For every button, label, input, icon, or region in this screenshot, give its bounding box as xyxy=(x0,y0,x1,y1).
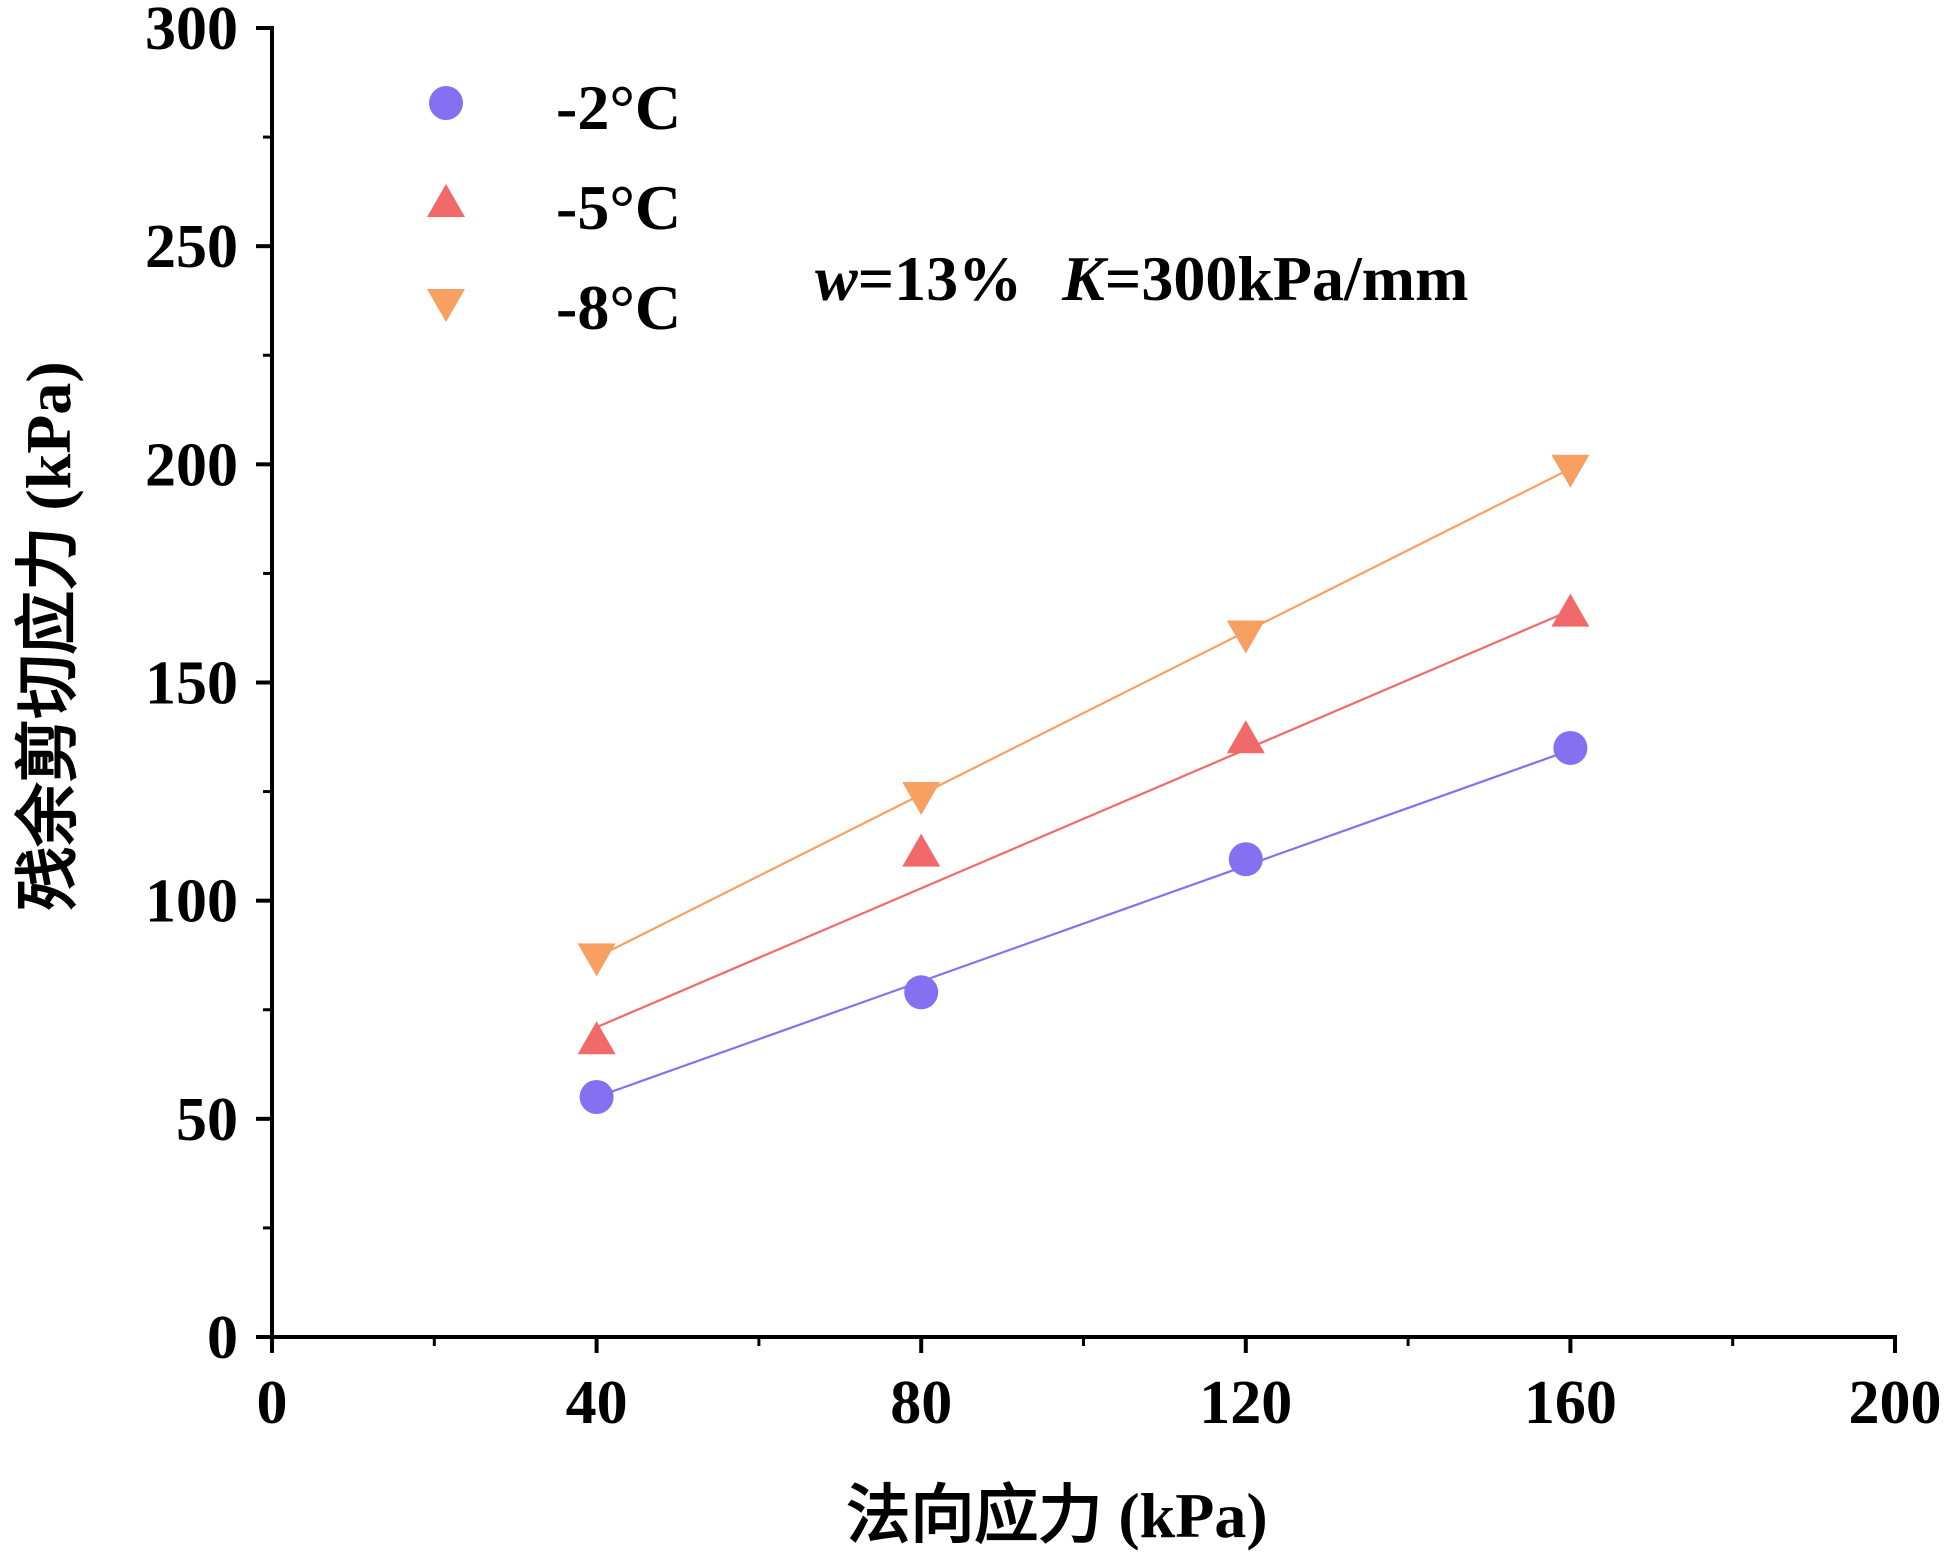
y-tick-label: 300 xyxy=(145,0,238,63)
legend-marker-1 xyxy=(429,86,463,120)
legend-label-2: -5°C xyxy=(556,172,681,243)
series-3-fit-line xyxy=(596,467,1571,959)
annotation: w=13% K=300kPa/mm xyxy=(815,243,1468,314)
legend-marker-2 xyxy=(427,184,465,217)
annotation-w-value: =13% xyxy=(858,243,1022,314)
y-tick-label: 250 xyxy=(145,213,238,281)
x-tick-label: 200 xyxy=(1849,1369,1942,1437)
series-2-fit-line xyxy=(596,609,1571,1029)
annotation-k-symbol: K xyxy=(1061,243,1109,314)
y-tick-label: 50 xyxy=(176,1086,238,1154)
series-3-point xyxy=(1551,454,1590,488)
legend: -2°C -5°C -8°C xyxy=(427,72,681,343)
data-points xyxy=(577,454,1590,1115)
x-tick-label: 40 xyxy=(566,1369,628,1437)
x-axis-title: 法向应力 (kPa) xyxy=(846,1480,1267,1551)
y-tick-label: 0 xyxy=(207,1304,238,1372)
x-tick-label: 160 xyxy=(1524,1369,1617,1437)
annotation-k-value: =300kPa/mm xyxy=(1105,243,1469,314)
x-tick-label: 80 xyxy=(890,1369,952,1437)
x-tick-label: 0 xyxy=(257,1369,288,1437)
series-1-point xyxy=(579,1080,614,1115)
annotation-w-symbol: w xyxy=(815,243,858,314)
fit-lines xyxy=(596,467,1571,1099)
axes: 0 40 80 120 160 200 0 50 100 150 200 250 300 xyxy=(145,0,1942,1437)
series-1-point xyxy=(1228,842,1263,877)
series-3-point xyxy=(902,781,941,815)
y-tick-label: 150 xyxy=(145,650,238,718)
series-3-point xyxy=(1226,620,1265,654)
y-tick-label: 100 xyxy=(145,868,238,936)
legend-label-3: -8°C xyxy=(556,272,681,343)
series-1-point xyxy=(1553,730,1588,765)
series-1-fit-line xyxy=(596,749,1571,1099)
y-tick-label: 200 xyxy=(145,431,238,499)
y-axis-title: 残余剪切应力 (kPa) xyxy=(13,361,84,910)
legend-marker-3 xyxy=(427,289,465,322)
series-1-point xyxy=(904,975,939,1010)
series-2-point xyxy=(1226,720,1265,754)
series-3-point xyxy=(577,943,616,977)
series-2-point xyxy=(1551,593,1590,627)
legend-label-1: -2°C xyxy=(556,72,681,143)
series-2-point xyxy=(902,833,941,867)
series-2-point xyxy=(577,1021,616,1055)
x-tick-label: 120 xyxy=(1199,1369,1292,1437)
